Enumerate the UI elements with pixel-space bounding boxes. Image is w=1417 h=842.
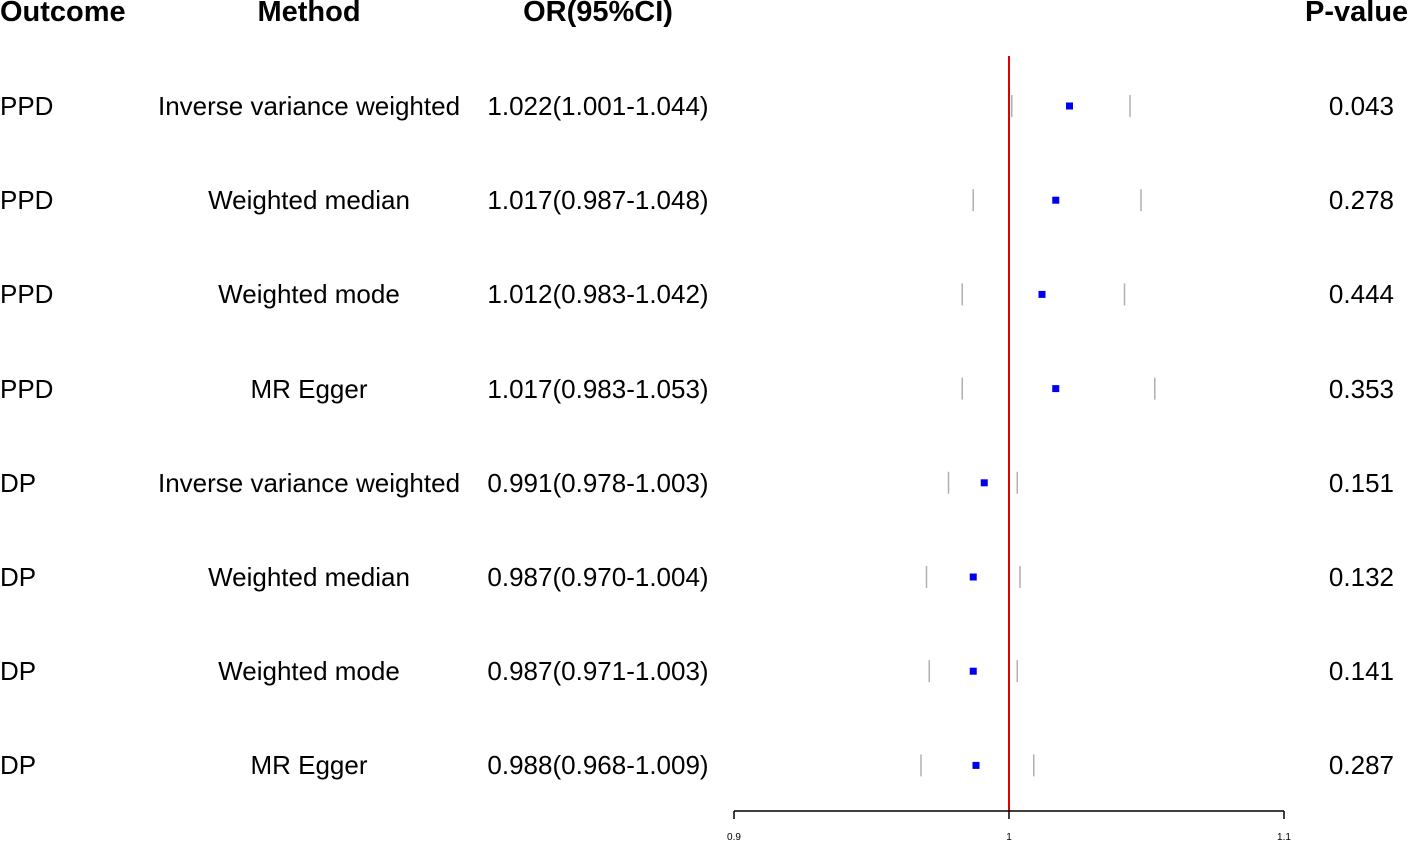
p-value-cell: 0.132 (1328, 562, 1394, 592)
or-ci-cell: 1.012(0.983-1.042) (487, 279, 709, 310)
method-cell: Weighted mode (218, 656, 400, 687)
method-cell: MR Egger (250, 750, 368, 781)
or-ci-cell: 1.017(0.987-1.048) (487, 185, 709, 216)
p-value-cell: 0.151 (1328, 467, 1394, 498)
or-ci-cell: 0.987(0.971-1.003) (487, 656, 709, 687)
point-estimate (969, 573, 977, 581)
point-estimate (1066, 102, 1073, 110)
header-method: Method (257, 0, 361, 28)
p-value-cell: 0.278 (1328, 185, 1394, 216)
method-cell: MR Egger (250, 373, 368, 404)
header-p-value: P-value (1305, 0, 1409, 28)
outcome-cell: PPD (0, 91, 54, 121)
p-value-cell: 0.043 (1328, 91, 1394, 121)
point-estimate (972, 761, 980, 769)
method-cell: Weighted median (208, 562, 410, 592)
method-cell: Weighted mode (218, 279, 400, 310)
outcome-cell: DP (0, 656, 37, 687)
header-outcome: Outcome (0, 0, 126, 28)
point-estimate (980, 479, 988, 487)
or-ci-cell: 0.987(0.970-1.004) (487, 562, 709, 592)
method-cell: Weighted median (208, 185, 410, 216)
point-estimate (969, 667, 977, 675)
outcome-cell: PPD (0, 279, 54, 310)
point-estimate (1052, 385, 1060, 393)
or-ci-cell: 0.991(0.978-1.003) (487, 467, 709, 498)
or-ci-cell: 1.017(0.983-1.053) (487, 373, 709, 404)
outcome-cell: DP (0, 467, 37, 498)
point-estimate (1038, 290, 1046, 298)
outcome-cell: PPD (0, 185, 54, 216)
outcome-cell: PPD (0, 373, 54, 404)
x-tick-label: 1.1 (1277, 832, 1291, 842)
x-tick-label: 1 (1006, 832, 1012, 842)
p-value-cell: 0.141 (1328, 656, 1394, 687)
method-cell: Inverse variance weighted (157, 91, 461, 121)
p-value-cell: 0.287 (1328, 750, 1394, 781)
or-ci-cell: 1.022(1.001-1.044) (487, 91, 709, 121)
or-ci-cell: 0.988(0.968-1.009) (487, 750, 709, 781)
p-value-cell: 0.444 (1328, 279, 1394, 310)
p-value-cell: 0.353 (1328, 373, 1394, 404)
header-or-ci: OR(95%CI) (523, 0, 673, 28)
outcome-cell: DP (0, 750, 37, 781)
point-estimate (1052, 196, 1060, 204)
method-cell: Inverse variance weighted (157, 467, 461, 498)
x-tick-label: 0.9 (727, 832, 741, 842)
outcome-cell: DP (0, 562, 37, 592)
